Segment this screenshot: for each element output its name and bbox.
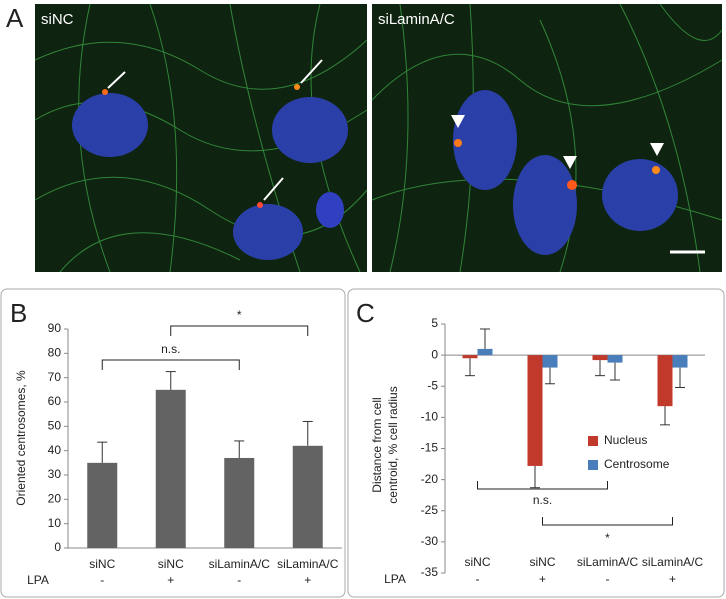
bar [657,355,673,407]
y-axis-label: Distance from cell [370,397,384,492]
panel-box [347,288,725,598]
annotation: * [237,308,242,322]
row-label: LPA [384,572,406,586]
annotation: * [605,531,610,545]
bar [672,355,688,368]
y-axis-label: Oriented centrosomes, % [14,370,28,506]
y-tick-label: 70 [48,370,62,384]
panel-label: C [356,298,375,328]
x-tick-label: siLaminA/C [277,557,339,571]
x-tick-label: - [237,573,241,587]
y-tick-label: -20 [421,472,439,486]
bar [542,355,558,368]
legend-label: Nucleus [604,433,647,447]
y-axis-label: centroid, % cell radius [386,386,400,503]
micrograph [34,3,723,273]
x-tick-label: - [476,572,480,586]
x-tick-label: + [167,573,174,587]
y-tick-label: 80 [48,346,62,360]
x-tick-label: siLaminA/C [209,557,271,571]
row-label: LPA [27,573,49,587]
y-tick-label: -5 [427,378,438,392]
x-tick-label: - [606,572,610,586]
y-tick-label: -15 [421,441,439,455]
x-tick-label: siNC [530,555,556,569]
y-tick-label: 20 [48,492,62,506]
x-tick-label: - [100,573,104,587]
y-tick-label: -25 [421,503,439,517]
y-tick-label: 90 [48,321,62,335]
x-tick-label: siLaminA/C [642,555,704,569]
y-tick-label: -10 [421,410,439,424]
y-tick-label: 5 [431,316,438,330]
bar [462,355,478,359]
annotation: n.s. [161,342,180,356]
y-tick-label: 50 [48,419,62,433]
y-tick-label: -35 [421,565,439,579]
y-tick-label: 0 [54,540,61,554]
image-label: siLaminA/C [378,11,455,28]
y-tick-label: 0 [431,347,438,361]
bar [292,445,323,548]
panel-box [0,288,346,598]
x-tick-label: siNC [465,555,491,569]
y-tick-label: 60 [48,394,62,408]
y-tick-label: 10 [48,516,62,530]
bar [607,355,623,363]
x-tick-label: siNC [158,557,184,571]
bar [87,462,118,548]
x-tick-label: + [669,572,676,586]
x-tick-label: + [304,573,311,587]
bar [224,457,255,548]
panel-label: B [10,298,27,328]
legend-swatch [588,460,598,470]
panel-label: A [6,3,24,33]
bracket [542,517,673,526]
legend-label: Centrosome [604,457,670,471]
bar [527,355,543,466]
y-tick-label: -30 [421,534,439,548]
x-tick-label: + [539,572,546,586]
x-tick-label: siLaminA/C [577,555,639,569]
x-tick-label: siNC [89,557,115,571]
legend-swatch [588,436,598,446]
y-tick-label: 40 [48,443,62,457]
bar [477,348,493,356]
y-tick-label: 30 [48,467,62,481]
bar [155,389,186,548]
bracket [477,481,608,490]
bracket [101,359,240,370]
image-label: siNC [41,11,74,28]
bracket [170,325,309,336]
annotation: n.s. [533,493,552,507]
bar [592,355,608,361]
